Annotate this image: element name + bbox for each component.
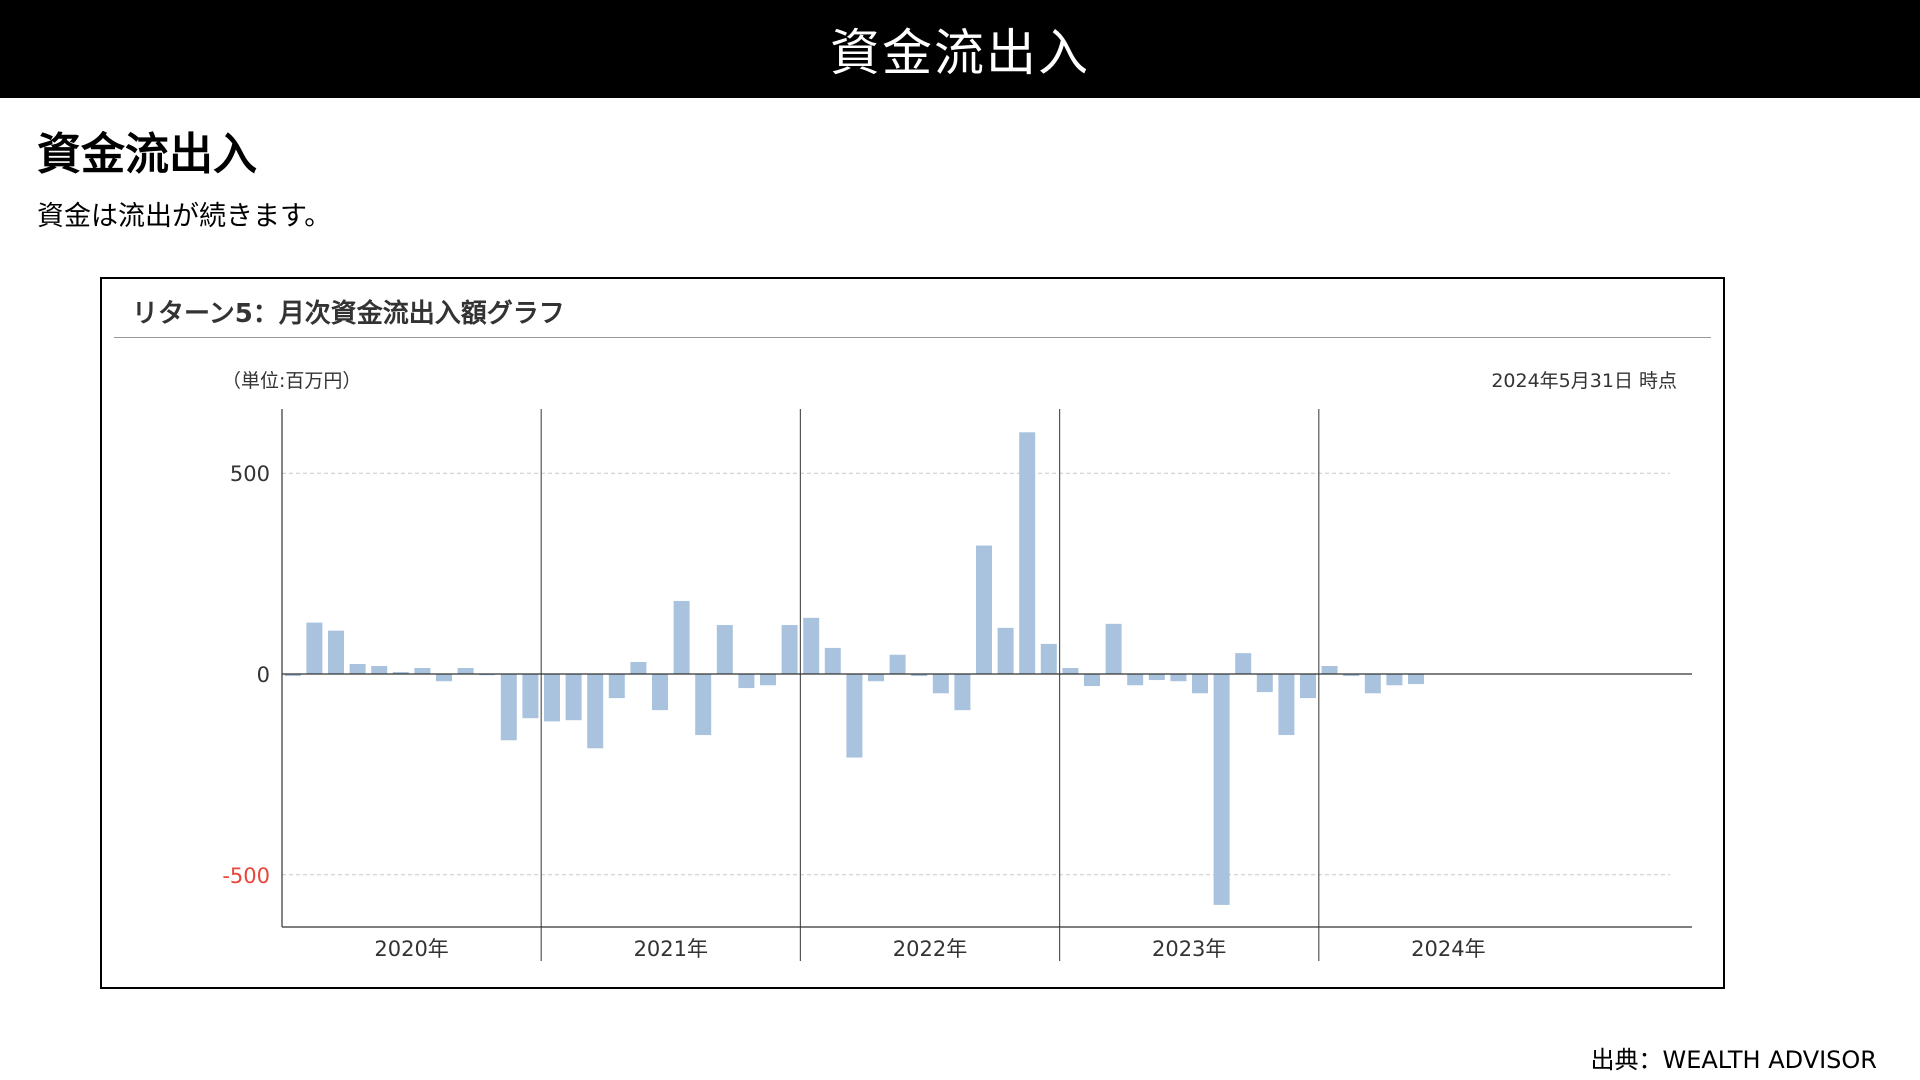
bar	[760, 674, 776, 686]
x-year-label: 2024年	[1411, 937, 1485, 961]
bar	[738, 674, 755, 689]
bar	[1019, 432, 1036, 675]
bar	[1127, 674, 1144, 686]
unit-label: （単位:百万円）	[222, 370, 361, 392]
bar	[803, 617, 820, 675]
bar	[1192, 674, 1208, 694]
bar	[630, 661, 647, 675]
bar	[1040, 643, 1057, 675]
bar	[522, 674, 539, 719]
source-credit: 出典：WEALTH ADVISOR	[1590, 1046, 1878, 1074]
bar	[911, 674, 928, 677]
bar	[997, 627, 1014, 675]
bar	[371, 665, 388, 675]
bar	[544, 674, 560, 722]
y-tick-label: -500	[222, 864, 270, 888]
bar	[695, 674, 712, 736]
bar	[479, 674, 496, 676]
bar	[781, 625, 798, 675]
x-year-label: 2021年	[634, 937, 708, 961]
bar	[1213, 674, 1230, 905]
bar	[1343, 674, 1360, 677]
chart-title-divider	[114, 337, 1711, 338]
bar	[349, 663, 366, 675]
chart-title: リターン5：月次資金流出入額グラフ	[132, 299, 565, 329]
bar	[500, 674, 517, 741]
bar	[932, 674, 949, 694]
bar	[652, 674, 668, 711]
bar	[1084, 674, 1100, 687]
bar	[1278, 674, 1295, 736]
bar	[1170, 674, 1187, 682]
as-of-date-label: 2024年5月31日 時点	[1491, 370, 1677, 392]
bar	[1364, 674, 1381, 694]
bar	[889, 654, 906, 675]
chart-panel: リターン5：月次資金流出入額グラフ （単位:百万円） 2024年5月31日 時点 5…	[100, 277, 1725, 989]
monthly-flow-bar-chart: （単位:百万円） 2024年5月31日 時点 500 0 -500 2020年 2021年 2…	[222, 370, 1692, 961]
bar	[457, 668, 474, 675]
bar	[1148, 674, 1165, 681]
bar	[868, 674, 884, 682]
bar	[1235, 653, 1252, 675]
bar	[824, 647, 841, 675]
bar	[392, 672, 409, 675]
bar	[716, 625, 733, 675]
bar	[328, 630, 344, 675]
page-title: 資金流出入	[37, 129, 257, 180]
bar	[284, 674, 301, 677]
y-tick-label: 0	[257, 663, 270, 687]
bar	[673, 600, 690, 675]
bar	[976, 545, 992, 675]
bar	[954, 674, 971, 711]
bar	[1062, 668, 1079, 675]
x-year-label: 2022年	[893, 937, 967, 961]
bar	[565, 674, 582, 721]
bar	[587, 674, 604, 749]
header-title: 資金流出入	[830, 24, 1090, 82]
bar	[1300, 674, 1316, 699]
bar	[414, 668, 431, 675]
bar	[846, 674, 863, 758]
x-year-label: 2023年	[1152, 937, 1226, 961]
page-subtitle: 資金は流出が続きます。	[37, 201, 332, 232]
bar	[608, 674, 625, 699]
bar	[1256, 674, 1273, 693]
y-tick-label: 500	[230, 462, 270, 486]
bar	[1386, 674, 1403, 686]
x-year-label: 2020年	[374, 937, 448, 961]
bar	[1105, 623, 1122, 675]
bar	[306, 622, 323, 675]
bar	[436, 674, 452, 682]
header-bar: 資金流出入	[0, 0, 1920, 98]
bar	[1408, 674, 1424, 685]
bar	[1321, 665, 1338, 675]
